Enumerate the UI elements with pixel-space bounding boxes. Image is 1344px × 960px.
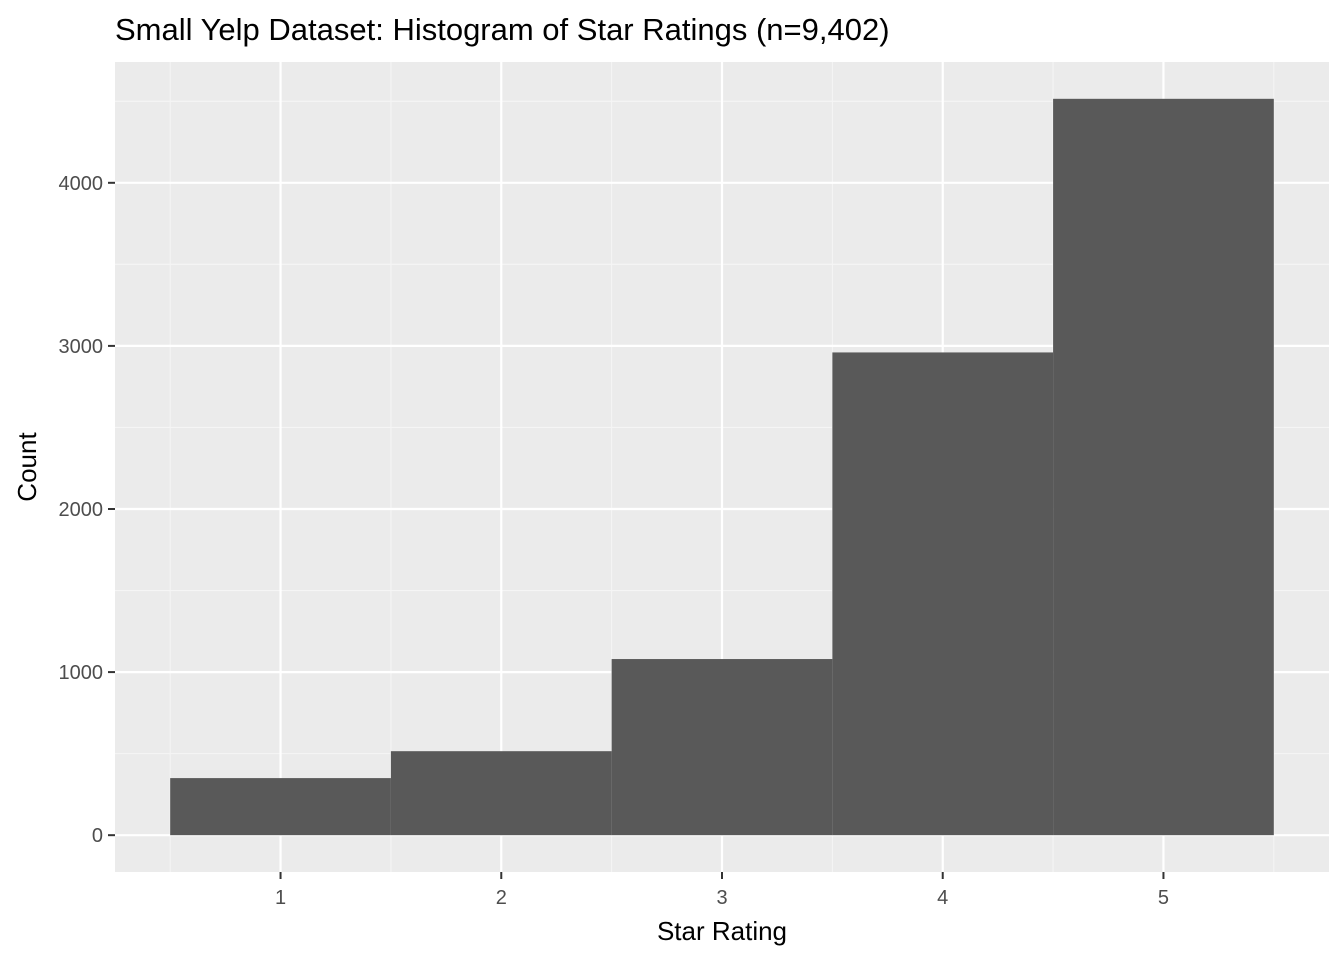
y-tick-label: 1000 [59, 662, 104, 684]
y-axis: 0 1000 2000 3000 4000 [59, 173, 115, 847]
y-axis-title: Count [12, 432, 42, 502]
y-tick-label: 4000 [59, 173, 104, 195]
y-tick-label: 3000 [59, 336, 104, 358]
x-tick-label: 5 [1158, 887, 1169, 909]
y-tick-label: 0 [92, 825, 103, 847]
x-axis: 1 2 3 4 5 [275, 872, 1169, 909]
x-tick-label: 2 [496, 887, 507, 909]
x-tick-label: 4 [937, 887, 948, 909]
histogram-bar-2 [390, 751, 612, 836]
histogram-bar-4 [832, 352, 1054, 836]
x-tick-label: 1 [275, 887, 286, 909]
chart-title: Small Yelp Dataset: Histogram of Star Ra… [115, 12, 890, 47]
x-axis-title: Star Rating [657, 916, 787, 946]
histogram-bar-3 [611, 659, 833, 836]
x-tick-label: 3 [716, 887, 727, 909]
histogram-bar-1 [170, 778, 391, 836]
histogram-bars [170, 98, 1274, 836]
y-tick-label: 2000 [59, 499, 104, 521]
histogram-bar-5 [1053, 98, 1274, 836]
